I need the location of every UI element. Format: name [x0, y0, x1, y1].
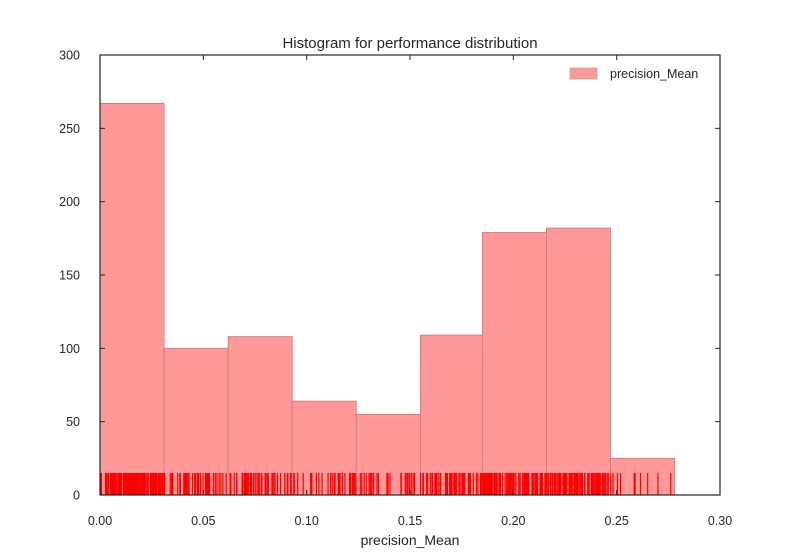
histogram-bar [546, 227, 611, 496]
histogram-bar [227, 336, 293, 496]
x-tick-label: 0.15 [398, 514, 422, 528]
y-tick-label: 300 [59, 49, 80, 63]
x-tick-label: 0.30 [708, 514, 732, 528]
y-tick-label: 150 [59, 269, 80, 283]
x-tick-label: 0.10 [294, 514, 318, 528]
bars-layer [99, 103, 675, 496]
y-tick-label: 250 [59, 122, 80, 136]
histogram-bar [419, 334, 483, 496]
y-tick-label: 200 [59, 195, 80, 209]
legend-swatch [569, 67, 598, 80]
x-tick-label: 0.20 [501, 514, 525, 528]
histogram-bar [99, 103, 165, 496]
y-tick-label: 100 [59, 342, 80, 356]
x-tick-label: 0.00 [88, 514, 112, 528]
y-tick-label: 50 [66, 415, 80, 429]
histogram-bar [291, 400, 357, 496]
x-tick-label: 0.25 [604, 514, 628, 528]
ticks-layer: 0.00 0.05 0.10 0.15 0.20 0.25 0.30 0 50 100 150 200… [59, 49, 732, 529]
chart-title: Histogram for performance distribution [282, 35, 537, 52]
legend: precision_Mean [569, 67, 698, 81]
histogram-bar [163, 347, 229, 496]
legend-label: precision_Mean [610, 67, 698, 81]
rug-layer [99, 473, 672, 495]
x-axis-label: precision_Mean [361, 532, 460, 548]
histogram-bar [481, 232, 547, 496]
y-tick-label: 0 [73, 489, 80, 503]
x-tick-label: 0.05 [191, 514, 215, 528]
